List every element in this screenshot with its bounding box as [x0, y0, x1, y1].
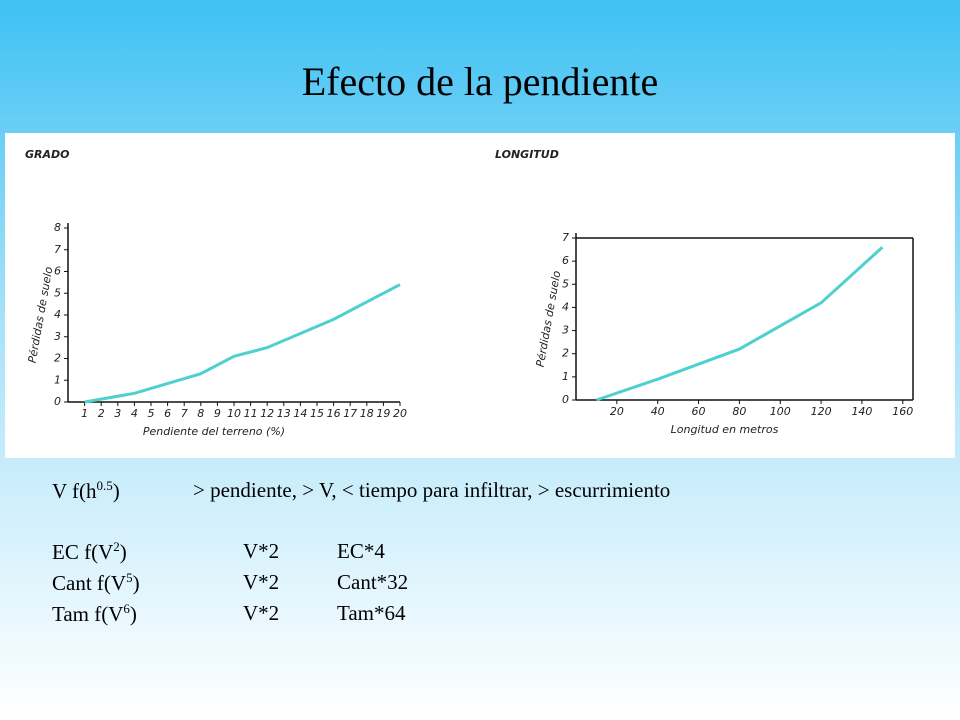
formula-close: ): [132, 571, 140, 595]
x-tick-label: 80: [732, 405, 746, 418]
x-axis-label: Pendiente del terreno (%): [143, 425, 285, 438]
x-tick-label: 14: [293, 407, 307, 420]
slide-title: Efecto de la pendiente: [301, 59, 659, 104]
x-tick-label: 7: [181, 407, 188, 420]
formula-cell: Tam*64: [337, 601, 406, 625]
y-tick-label: 1: [562, 370, 569, 383]
formula-cell: EC*4: [337, 539, 385, 563]
formula-base: Tam f(V: [52, 602, 124, 626]
y-tick-label: 3: [562, 324, 569, 337]
x-tick-label: 12: [260, 407, 274, 420]
y-axis-label: Pérdidas de suelo: [534, 270, 564, 368]
chart-title: GRADO: [25, 148, 70, 161]
formula-exponent: 5: [126, 570, 133, 585]
x-tick-label: 4: [131, 407, 138, 420]
x-tick-label: 160: [892, 405, 913, 418]
x-tick-label: 16: [327, 407, 341, 420]
y-tick-label: 4: [562, 300, 569, 313]
y-tick-label: 6: [562, 254, 569, 267]
x-tick-label: 1: [81, 407, 88, 420]
chart-title: LONGITUD: [495, 148, 559, 161]
formula-base: EC f(V: [52, 540, 114, 564]
y-tick-label: 7: [562, 231, 569, 244]
formula-exponent: 2: [113, 539, 120, 554]
x-tick-label: 20: [610, 405, 624, 418]
formula-exponent: 0.5: [96, 478, 113, 493]
x-tick-label: 2: [98, 407, 105, 420]
y-tick-label: 6: [54, 265, 61, 278]
x-tick-label: 6: [164, 407, 171, 420]
curve: [595, 246, 884, 402]
formula-base: Cant f(V: [52, 571, 127, 595]
x-axis-label: Longitud en metros: [671, 423, 779, 436]
x-tick-label: 40: [651, 405, 665, 418]
y-tick-label: 2: [562, 347, 569, 360]
x-tick-label: 140: [851, 405, 872, 418]
y-tick-label: 8: [54, 221, 61, 234]
y-tick-label: 3: [54, 330, 61, 343]
x-tick-label: 120: [811, 405, 832, 418]
formula-base: V f(h: [52, 479, 97, 503]
x-tick-label: 20: [393, 407, 407, 420]
y-tick-label: 2: [54, 352, 61, 365]
formula: Tam f(V6): [52, 601, 137, 627]
y-tick-label: 0: [562, 393, 569, 406]
x-tick-label: 3: [114, 407, 121, 420]
formula-close: ): [119, 540, 127, 564]
y-tick-label: 0: [54, 395, 61, 408]
y-axis-label: Pérdidas de suelo: [26, 266, 56, 364]
curve: [84, 283, 401, 404]
formula-cell: V*2: [243, 601, 280, 625]
x-tick-label: 5: [148, 407, 155, 420]
formula-cell: V*2: [243, 539, 280, 563]
x-tick-label: 100: [770, 405, 791, 418]
x-tick-label: 19: [376, 407, 390, 420]
y-tick-label: 5: [562, 277, 569, 290]
x-tick-label: 11: [244, 407, 258, 420]
formula-cell: Cant*32: [337, 570, 409, 594]
x-tick-label: 60: [692, 405, 706, 418]
formula-cell: V*2: [243, 570, 280, 594]
x-tick-label: 18: [360, 407, 374, 420]
y-tick-label: 5: [54, 286, 61, 299]
y-tick-label: 1: [54, 373, 61, 386]
y-tick-label: 7: [54, 243, 61, 256]
y-tick-label: 4: [54, 308, 61, 321]
x-tick-label: 9: [214, 407, 221, 420]
formula-exponent: 6: [123, 601, 130, 616]
x-tick-label: 17: [343, 407, 357, 420]
x-tick-label: 13: [277, 407, 291, 420]
formula: V f(h0.5): [52, 478, 120, 504]
formula-close: ): [112, 479, 120, 503]
x-tick-label: 8: [197, 407, 204, 420]
x-tick-label: 10: [227, 407, 241, 420]
formula: Cant f(V5): [52, 570, 140, 596]
formula: EC f(V2): [52, 539, 127, 565]
formula-cell: > pendiente, > V, < tiempo para infiltra…: [193, 478, 671, 502]
x-tick-label: 15: [310, 407, 324, 420]
formula-close: ): [129, 602, 137, 626]
